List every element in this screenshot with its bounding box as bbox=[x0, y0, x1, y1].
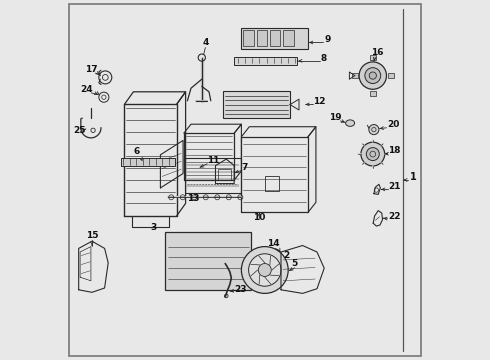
Text: 14: 14 bbox=[268, 239, 280, 248]
Text: 4: 4 bbox=[202, 38, 209, 47]
Text: 16: 16 bbox=[371, 48, 384, 57]
Text: 6: 6 bbox=[133, 147, 140, 156]
Text: 17: 17 bbox=[85, 65, 97, 74]
Bar bbox=[370, 55, 376, 60]
Text: 9: 9 bbox=[324, 36, 331, 45]
Circle shape bbox=[359, 62, 387, 89]
Bar bbox=[223, 91, 290, 118]
Circle shape bbox=[369, 125, 379, 135]
Bar bbox=[370, 91, 376, 96]
Text: 10: 10 bbox=[253, 213, 266, 222]
Circle shape bbox=[367, 148, 379, 161]
Bar bbox=[218, 169, 231, 180]
Text: 15: 15 bbox=[86, 231, 98, 240]
Text: 23: 23 bbox=[234, 285, 246, 294]
Text: 7: 7 bbox=[242, 163, 248, 172]
Text: 11: 11 bbox=[207, 156, 220, 165]
Text: 22: 22 bbox=[388, 212, 401, 221]
Text: 25: 25 bbox=[73, 126, 86, 135]
Circle shape bbox=[258, 264, 271, 276]
Text: 13: 13 bbox=[187, 194, 199, 203]
Bar bbox=[352, 73, 358, 78]
Text: 20: 20 bbox=[387, 120, 399, 129]
Text: 12: 12 bbox=[314, 98, 326, 107]
Bar bbox=[242, 28, 308, 49]
Ellipse shape bbox=[345, 120, 355, 126]
Bar bbox=[388, 73, 393, 78]
Bar bbox=[165, 232, 251, 290]
Text: 1: 1 bbox=[410, 172, 416, 182]
Text: 18: 18 bbox=[388, 146, 401, 155]
Text: 2: 2 bbox=[283, 252, 289, 261]
Bar bbox=[270, 30, 280, 46]
Bar bbox=[283, 30, 294, 46]
Bar bbox=[234, 57, 297, 65]
Bar bbox=[257, 30, 267, 46]
Text: 19: 19 bbox=[329, 113, 342, 122]
Text: 3: 3 bbox=[150, 224, 156, 233]
Text: 8: 8 bbox=[320, 54, 327, 63]
Circle shape bbox=[369, 72, 376, 79]
Bar bbox=[121, 158, 175, 166]
Text: 24: 24 bbox=[80, 85, 93, 94]
Circle shape bbox=[361, 142, 385, 166]
Circle shape bbox=[365, 68, 381, 84]
Bar bbox=[265, 176, 279, 191]
Circle shape bbox=[248, 254, 281, 286]
Circle shape bbox=[242, 247, 288, 293]
Text: 21: 21 bbox=[388, 182, 401, 191]
Text: 5: 5 bbox=[292, 259, 298, 268]
Bar bbox=[243, 30, 254, 46]
